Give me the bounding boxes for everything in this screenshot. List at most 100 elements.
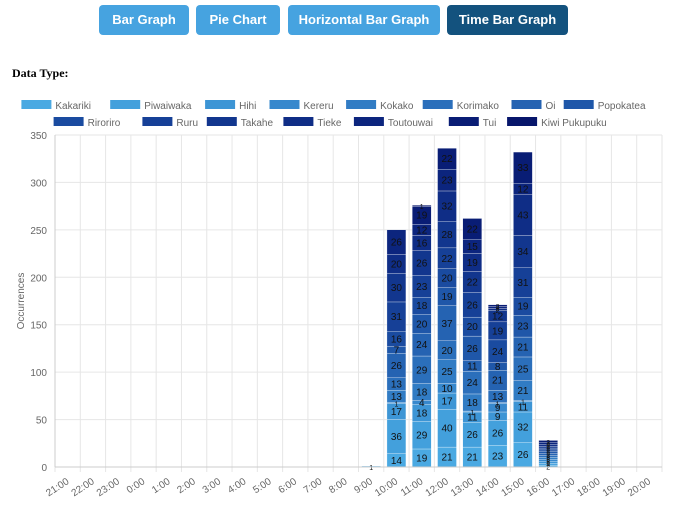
x-tick-label: 4:00 — [226, 476, 249, 496]
x-tick-label: 14:00 — [474, 476, 501, 499]
legend-item[interactable]: Popokatea — [563, 100, 646, 112]
bar-value-label: 16 — [391, 334, 403, 345]
legend-label: Popokatea — [598, 101, 646, 112]
legend-item[interactable]: Kiwi Pukupuku — [507, 117, 607, 129]
legend-item[interactable]: Toutouwai — [353, 117, 433, 129]
bar-value-label: 4 — [419, 398, 425, 409]
bar-segment[interactable] — [487, 304, 508, 307]
legend-label: Kakariki — [55, 101, 91, 112]
bar-value-label: 26 — [467, 344, 479, 355]
bar-value-label: 23 — [441, 176, 453, 187]
legend-item[interactable]: Kakariki — [21, 100, 91, 112]
x-tick-label: 19:00 — [601, 476, 628, 499]
x-tick-label: 13:00 — [449, 476, 476, 499]
legend-item[interactable]: Kokako — [346, 100, 414, 112]
legend-item[interactable]: Korimako — [422, 100, 500, 112]
legend-item[interactable]: Kereru — [269, 100, 334, 112]
bar-value-label: 40 — [441, 424, 453, 435]
bar-value-label: 25 — [441, 367, 453, 378]
bar-value-label: 16 — [416, 239, 428, 250]
bar-segment[interactable] — [412, 205, 432, 207]
legend-item[interactable]: Takahe — [206, 117, 274, 129]
bar-value-label: 12 — [517, 185, 529, 196]
bar-value-label: 2 — [546, 447, 550, 454]
bar-value-label: 19 — [416, 453, 428, 464]
legend-item[interactable]: Piwaiwaka — [110, 100, 192, 112]
legend-label: Takahe — [241, 118, 274, 129]
bar-value-label: 31 — [391, 312, 403, 323]
x-tick-label: 1:00 — [150, 476, 173, 496]
tab-bar-graph[interactable]: Bar Graph — [99, 5, 189, 35]
bar-value-label: 8 — [495, 362, 501, 373]
x-tick-label: 22:00 — [70, 476, 97, 499]
tab-horizontal-bar-graph[interactable]: Horizontal Bar Graph — [288, 5, 440, 35]
bar-value-label: 2 — [546, 457, 550, 464]
bar-value-label: 23 — [517, 322, 529, 333]
legend-item[interactable]: Hihi — [205, 100, 256, 112]
x-tick-label: 6:00 — [277, 476, 300, 496]
legend-label: Kiwi Pukupuku — [541, 118, 607, 129]
legend-label: Ruru — [176, 118, 198, 129]
bar-value-label: 11 — [467, 361, 478, 372]
x-tick-label: 0:00 — [125, 476, 148, 496]
bar-value-label: 24 — [492, 347, 504, 358]
x-tick-label: 10:00 — [373, 476, 400, 499]
bar-value-label: 29 — [416, 365, 428, 376]
legend-swatch — [142, 117, 173, 126]
bar-value-label: 37 — [441, 319, 453, 330]
x-tick-label: 11:00 — [399, 476, 426, 499]
legend-item[interactable]: Tieke — [283, 117, 342, 129]
legend-item[interactable]: Riroriro — [53, 117, 121, 129]
bar-value-label: 22 — [441, 154, 453, 165]
bar-value-label: 11 — [518, 402, 529, 413]
legend-swatch — [511, 100, 542, 109]
y-axis-title: Occurrences — [16, 273, 27, 330]
legend-swatch — [269, 100, 300, 109]
bar-value-label: 29 — [416, 431, 428, 442]
graph-type-tabs: Bar Graph Pie Chart Horizontal Bar Graph… — [0, 5, 680, 35]
legend-swatch — [110, 100, 141, 109]
legend-item[interactable]: Tui — [448, 117, 497, 129]
tab-time-bar-graph[interactable]: Time Bar Graph — [447, 5, 568, 35]
bar-segment[interactable] — [437, 148, 457, 170]
bar-value-label: 21 — [517, 386, 529, 397]
bar-segment[interactable] — [538, 440, 558, 443]
y-tick-label: 250 — [30, 226, 47, 237]
tab-pie-chart[interactable]: Pie Chart — [196, 5, 280, 35]
legend-item[interactable]: Oi — [511, 100, 556, 112]
legend-item[interactable]: Ruru — [142, 117, 198, 129]
bar-value-label: 26 — [416, 259, 428, 270]
legend-label: Tui — [483, 118, 497, 129]
legend-label: Kereru — [304, 101, 334, 112]
bar-value-label: 2 — [546, 449, 550, 456]
x-tick-label: 9:00 — [352, 476, 375, 496]
bar-value-label: 32 — [517, 423, 529, 434]
bar-value-label: 23 — [416, 282, 428, 293]
bar-value-label: 1 — [369, 465, 373, 472]
x-tick-label: 15:00 — [500, 476, 527, 499]
bar-value-label: 26 — [492, 428, 504, 439]
bar-value-label: 18 — [416, 408, 428, 419]
bar-value-label: 13 — [391, 392, 403, 403]
legend-swatch — [448, 117, 479, 126]
bar-value-label: 28 — [441, 230, 453, 241]
x-tick-label: 23:00 — [95, 476, 122, 499]
bar-value-label: 1 — [470, 410, 474, 417]
legend-label: Korimako — [457, 101, 500, 112]
bar-value-label: 15 — [467, 242, 479, 253]
bar-segment[interactable] — [462, 218, 482, 240]
bar-value-label: 26 — [467, 300, 479, 311]
bar-value-label: 26 — [391, 361, 403, 372]
bar-value-label: 18 — [467, 398, 479, 409]
bar-value-label: 12 — [492, 312, 504, 323]
bar-value-label: 26 — [467, 430, 479, 441]
bar-segment[interactable] — [386, 229, 407, 255]
y-tick-label: 100 — [30, 368, 47, 379]
x-tick-label: 12:00 — [424, 476, 451, 499]
bar-segment[interactable] — [513, 151, 533, 184]
bar-value-label: 18 — [416, 388, 428, 399]
bar-value-label: 17 — [391, 407, 403, 418]
chart-legend: Kakariki Piwaiwaka Hihi Kereru Kokako Korimak… — [21, 100, 646, 129]
